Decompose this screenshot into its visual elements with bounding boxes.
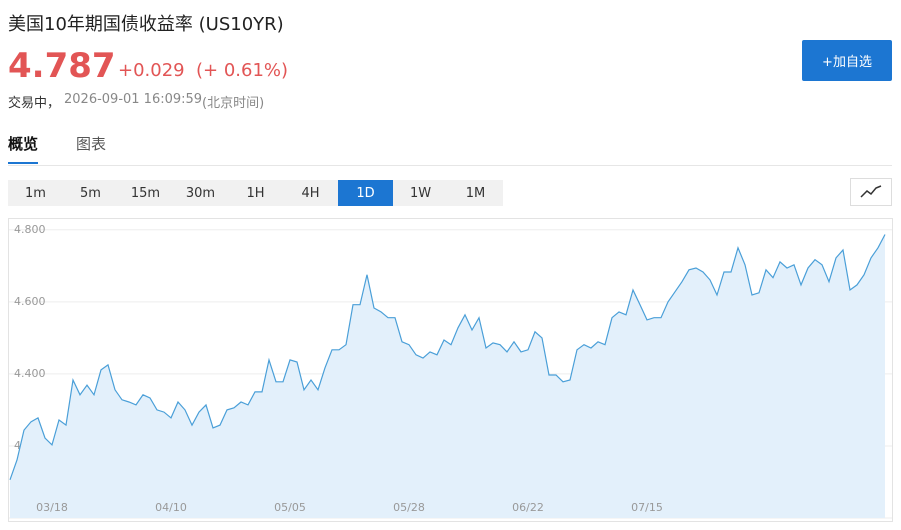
period-button[interactable]: 1m (25, 185, 46, 201)
period-button[interactable]: 1M (465, 185, 486, 201)
x-tick-label: 03/18 (36, 501, 68, 514)
x-tick-label: 06/22 (512, 501, 544, 514)
x-tick-label: 04/10 (155, 501, 187, 514)
period-button[interactable]: 4H (301, 185, 320, 201)
chart-frame (8, 218, 893, 522)
chart-type-button[interactable] (850, 178, 892, 206)
period-button[interactable]: 1H (246, 185, 265, 201)
area (10, 234, 885, 518)
y-tick-label: 4.600 (14, 295, 46, 308)
change-pct: (+ 0.61%) (196, 60, 289, 81)
divider (8, 165, 892, 166)
y-tick-label: 4.000 (14, 503, 46, 516)
add-watchlist-button[interactable]: +加自选 (802, 40, 892, 81)
period-button[interactable]: 15m (130, 185, 161, 201)
x-tick-label: 05/05 (274, 501, 306, 514)
title: 美国10年期国债收益率 (US10YR) (8, 14, 284, 35)
y-tick-label: 4.400 (14, 367, 46, 380)
line (9, 234, 886, 480)
timezone: (北京时间) (202, 96, 265, 111)
tab[interactable]: 图表 (76, 135, 107, 153)
price: 4.787 (8, 46, 116, 86)
period-bar: 1m 5m 15m 30m 1H 4H 1D 1W 1M (8, 180, 503, 206)
period-button[interactable]: 30m (185, 185, 216, 201)
x-tick-label: 07/15 (631, 501, 663, 514)
period-button[interactable]: 1W (409, 185, 432, 201)
y-tick-label: 4.800 (14, 223, 46, 236)
change: +0.029 (118, 60, 185, 81)
status: 交易中， (8, 96, 61, 111)
period-button[interactable]: 5m (80, 185, 101, 201)
period-button[interactable]: 1D (338, 180, 393, 206)
x-tick-label: 05/28 (393, 501, 425, 514)
chart-type-icon (860, 185, 882, 198)
y-tick-label: 4.200 (14, 439, 46, 452)
tab[interactable]: 概览 (8, 133, 39, 164)
tabs: 概览 图表 (8, 133, 106, 164)
time: 2026-09-01 16:09:59 (64, 92, 203, 107)
